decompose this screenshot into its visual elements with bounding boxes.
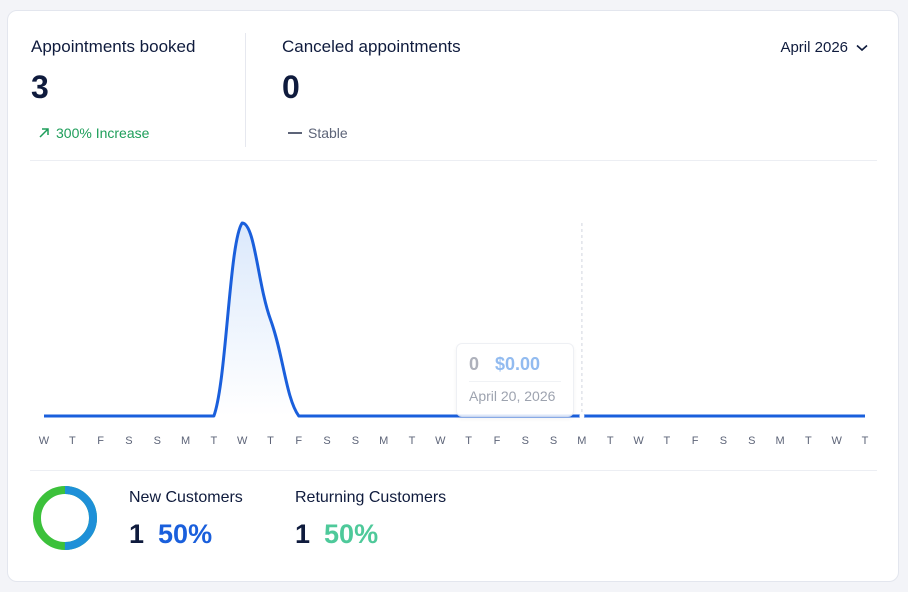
top-divider [30, 160, 877, 161]
x-tick-label: T [663, 435, 670, 447]
new-customers-percent: 50% [158, 519, 213, 549]
x-tick-label: T [862, 435, 869, 447]
appointments-card: Appointments booked 3 300% Increase Canc… [7, 10, 899, 582]
x-tick-label: T [267, 435, 274, 447]
x-tick-label: S [748, 435, 755, 447]
new-customers: New Customers 1 50% [129, 489, 243, 550]
x-tick-label: S [352, 435, 359, 447]
x-tick-label: F [692, 435, 699, 447]
x-tick-label: F [295, 435, 302, 447]
customers-donut-chart [33, 486, 97, 550]
x-tick-label: T [607, 435, 614, 447]
x-tick-label: W [633, 435, 644, 447]
x-tick-label: W [831, 435, 842, 447]
x-tick-label: S [720, 435, 727, 447]
tooltip-amount: $0.00 [495, 354, 541, 374]
x-tick-label: F [97, 435, 104, 447]
x-tick-label: F [494, 435, 501, 447]
x-tick-label: T [805, 435, 812, 447]
x-tick-label: S [154, 435, 161, 447]
chart-series-line [43, 221, 865, 418]
x-tick-label: T [409, 435, 416, 447]
tooltip-date: April 20, 2026 [469, 388, 556, 404]
arrow-up-right-icon [39, 128, 49, 138]
booked-trend: 300% Increase [38, 125, 149, 141]
returning-customers-count: 1 [295, 519, 311, 549]
canceled-value: 0 [282, 69, 300, 105]
x-tick-label: M [577, 435, 586, 447]
x-tick-label: M [181, 435, 190, 447]
new-customers-title: New Customers [129, 489, 243, 506]
x-tick-label: T [69, 435, 76, 447]
month-selector[interactable]: April 2026 [780, 39, 868, 56]
x-tick-label: S [125, 435, 132, 447]
returning-customers-percent: 50% [324, 519, 379, 549]
canceled-trend: Stable [288, 125, 348, 141]
chart-point [579, 413, 585, 419]
canceled-stat: Canceled appointments 0 [282, 37, 461, 103]
dash-icon [288, 132, 302, 134]
x-tick-label: T [210, 435, 217, 447]
month-selector-label: April 2026 [780, 39, 848, 56]
new-customers-count: 1 [129, 519, 145, 549]
chevron-down-icon [856, 44, 868, 51]
booked-trend-label: 300% Increase [56, 125, 150, 141]
returning-customers: Returning Customers 1 50% [295, 489, 446, 550]
x-tick-label: M [379, 435, 388, 447]
x-tick-label: T [465, 435, 472, 447]
tooltip-count: 0 [469, 354, 480, 374]
chart-area [44, 223, 865, 416]
bottom-divider [30, 470, 877, 471]
chart-tooltip: 0 $0.00 April 20, 2026 [456, 343, 574, 417]
x-tick-label: W [39, 435, 50, 447]
x-tick-label: S [522, 435, 529, 447]
x-tick-label: W [435, 435, 446, 447]
x-tick-label: W [237, 435, 248, 447]
donut-new-segment [33, 486, 97, 550]
booked-stat: Appointments booked 3 [31, 37, 195, 103]
stat-divider [245, 33, 246, 147]
returning-customers-title: Returning Customers [295, 489, 447, 506]
x-tick-label: S [323, 435, 330, 447]
canceled-title: Canceled appointments [282, 37, 461, 56]
booked-value: 3 [31, 69, 49, 105]
canceled-trend-label: Stable [308, 125, 348, 141]
x-tick-label: S [550, 435, 557, 447]
x-tick-label: M [775, 435, 784, 447]
booked-title: Appointments booked [31, 37, 196, 56]
